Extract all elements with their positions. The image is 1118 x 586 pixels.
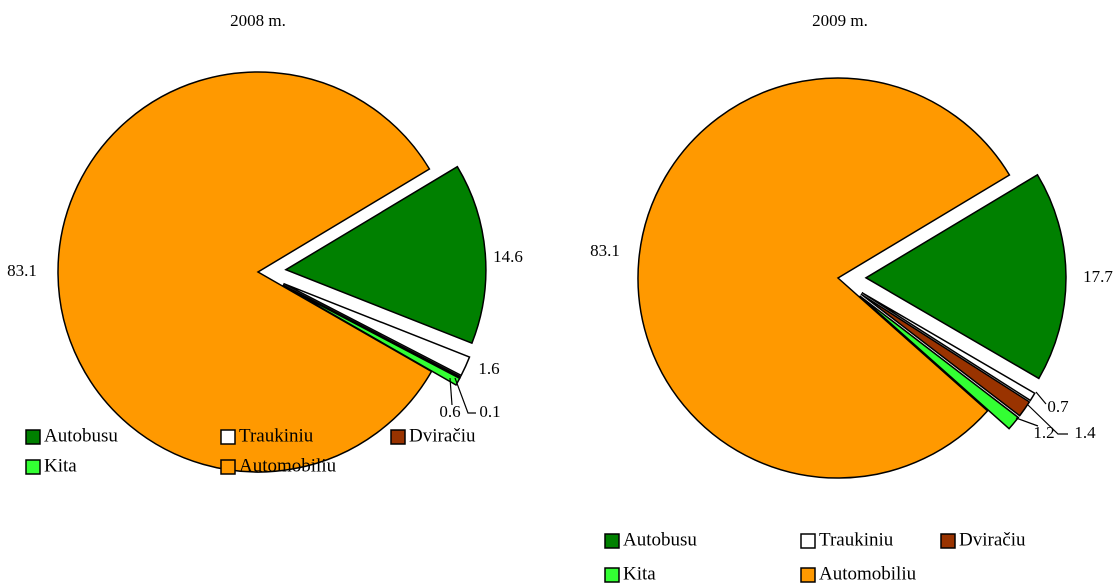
legend-swatch	[220, 429, 236, 445]
leader-line	[1035, 391, 1047, 405]
leader-line	[449, 377, 453, 406]
data-label: 1.2	[1033, 423, 1054, 442]
pie-slice	[283, 282, 471, 377]
pie-slice	[57, 71, 433, 473]
legend-label: Dviračiu	[409, 425, 476, 446]
data-label: 14.6	[493, 247, 523, 266]
pie-slice	[637, 77, 1011, 479]
data-label: 1.6	[478, 359, 499, 378]
data-label: 1.4	[1074, 423, 1096, 442]
leader-line	[1027, 404, 1068, 435]
data-label: 17.7	[1083, 267, 1113, 286]
pie-slice	[282, 284, 461, 387]
legend-swatch	[25, 429, 41, 445]
pie-slice	[859, 295, 1020, 430]
legend: Autobusu Traukiniu Dviračiu Kita Automobiliu	[25, 425, 476, 476]
legend-swatch	[25, 459, 41, 475]
legend-swatch	[220, 459, 236, 475]
legend-label: Traukiniu	[239, 425, 314, 446]
legend-label: Autobusu	[44, 425, 118, 446]
pie-slice	[861, 291, 1036, 402]
legend-label: Dviračiu	[959, 529, 1026, 550]
legend-label: Autobusu	[623, 529, 697, 550]
legend-label: Traukiniu	[819, 529, 894, 550]
chart-title: 2008 m.	[230, 11, 286, 30]
pie-slice	[284, 165, 487, 345]
legend-swatch	[390, 429, 406, 445]
legend-swatch	[800, 567, 816, 583]
data-label: 0.6	[439, 402, 460, 421]
pie-slice	[864, 173, 1067, 380]
data-label: 83.1	[590, 241, 620, 260]
leader-line	[1015, 417, 1039, 427]
leader-line	[454, 377, 476, 414]
legend-swatch	[800, 533, 816, 549]
chart-title: 2009 m.	[812, 11, 868, 30]
data-label: 0.7	[1047, 397, 1069, 416]
legend-swatch	[604, 567, 620, 583]
data-label: 83.1	[7, 261, 37, 280]
legend-label: Automobiliu	[239, 455, 337, 476]
legend-label: Kita	[623, 563, 656, 584]
legend-label: Kita	[44, 455, 77, 476]
legend-swatch	[940, 533, 956, 549]
data-label: 0.1	[479, 402, 500, 421]
legend: Autobusu Traukiniu Dviračiu Kita Automobiliu	[604, 529, 1026, 584]
legend-swatch	[604, 533, 620, 549]
pie-slice	[860, 293, 1031, 417]
legend-label: Automobiliu	[819, 563, 917, 584]
